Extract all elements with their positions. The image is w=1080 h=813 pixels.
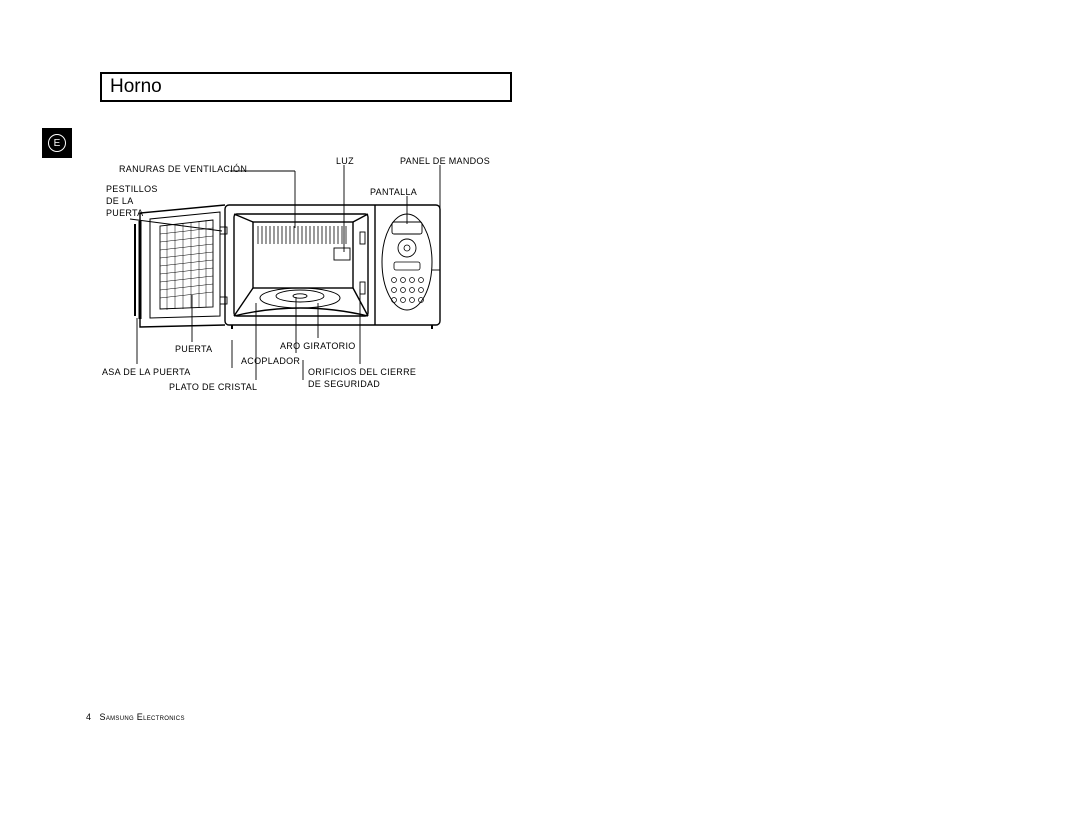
microwave-diagram: [0, 0, 1080, 813]
footer-company: Samsung Electronics: [100, 712, 185, 722]
page: Horno E RANURAS DE VENTILACIÓN PESTILLOS…: [0, 0, 1080, 813]
page-footer: 4 Samsung Electronics: [86, 712, 185, 722]
page-number: 4: [86, 712, 91, 722]
